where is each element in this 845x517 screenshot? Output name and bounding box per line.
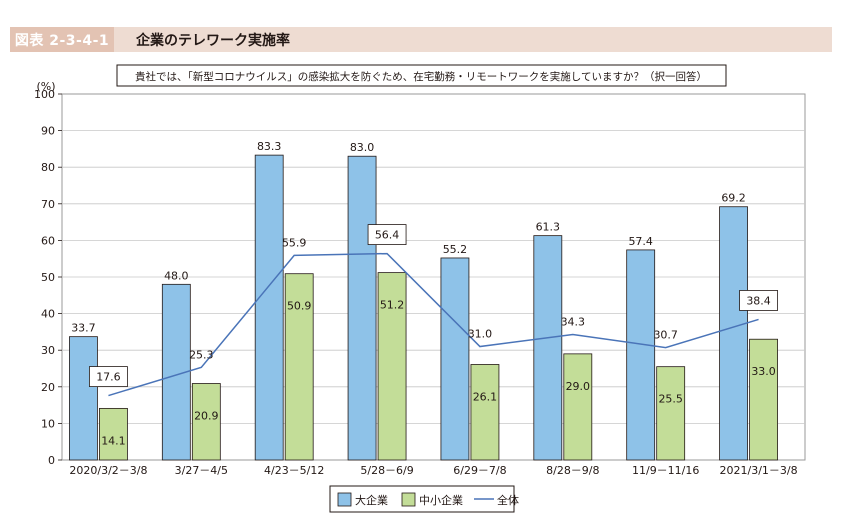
bar-large-enterprise xyxy=(254,154,284,461)
x-tick-label: 4/23－5/12 xyxy=(264,464,324,477)
bars: 33.7 14.1 48.0 20.9 83.3 50.9 83.0 51.2 55.2 26.1… xyxy=(69,140,778,461)
total-label: 31.0 xyxy=(468,328,493,341)
total-label-box xyxy=(739,290,778,311)
bar-sme xyxy=(284,273,314,461)
bar-large-enterprise xyxy=(440,257,470,461)
figure-id: 図表 2-3-4-1 xyxy=(10,27,114,52)
bar-sme xyxy=(377,272,407,461)
question-box xyxy=(116,64,727,87)
bar-label-sme: 50.9 xyxy=(287,300,312,313)
bar-label-large-enterprise: 61.3 xyxy=(536,221,561,234)
legend-swatch-large xyxy=(337,492,352,507)
x-tick-label: 2020/3/2－3/8 xyxy=(69,464,147,477)
bar-label-large-enterprise: 69.2 xyxy=(721,192,746,205)
total-label: 25.3 xyxy=(189,348,214,361)
y-tick-label: 30 xyxy=(41,344,55,357)
legend-label-total: 全体 xyxy=(497,493,519,507)
total-label: 30.7 xyxy=(653,329,678,342)
x-tick-label: 3/27－4/5 xyxy=(175,464,228,477)
bar-sme xyxy=(563,353,593,461)
y-tick-label: 50 xyxy=(41,271,55,284)
total-line xyxy=(108,252,759,397)
x-tick-label: 2021/3/1－3/8 xyxy=(720,464,798,477)
bar-label-large-enterprise: 33.7 xyxy=(71,322,96,335)
total-label: 17.6 xyxy=(96,371,121,384)
bar-sme xyxy=(749,338,778,461)
x-axis-ticks: 2020/3/2－3/8 3/27－4/5 4/23－5/12 5/28－6/9 6/2… xyxy=(69,464,797,477)
bar-large-enterprise xyxy=(69,336,98,461)
total-label: 55.9 xyxy=(282,236,307,249)
y-tick-label: 20 xyxy=(41,381,55,394)
y-tick-label: 0 xyxy=(48,454,55,467)
total-label-box xyxy=(367,224,407,245)
bar-large-enterprise xyxy=(533,235,563,461)
bar-sme xyxy=(99,407,128,461)
bar-label-large-enterprise: 55.2 xyxy=(443,243,468,256)
y-tick-label: 10 xyxy=(41,417,55,430)
total-label: 56.4 xyxy=(375,229,400,242)
figure-header: 図表 2-3-4-1 企業のテレワーク実施率 xyxy=(10,27,832,52)
x-tick-label: 8/28－9/8 xyxy=(546,464,599,477)
figure-title: 企業のテレワーク実施率 xyxy=(136,32,290,49)
line-series: 17.6 25.3 55.9 56.4 31.0 34.3 30.7 38.4 xyxy=(89,224,778,397)
y-tick-label: 100 xyxy=(34,88,55,101)
y-axis-label: (%) xyxy=(36,80,55,93)
bar-sme xyxy=(656,366,686,461)
total-label: 34.3 xyxy=(561,315,586,328)
bar-large-enterprise xyxy=(719,206,748,461)
legend-label-large: 大企業 xyxy=(355,493,388,507)
bar-label-sme: 14.1 xyxy=(101,434,126,447)
bar-label-sme: 29.0 xyxy=(566,380,591,393)
bar-label-sme: 20.9 xyxy=(194,410,219,423)
y-tick-label: 60 xyxy=(41,234,55,247)
y-tick-label: 70 xyxy=(41,198,55,211)
y-tick-label: 40 xyxy=(41,308,55,321)
y-axis-ticks: 0 10 20 30 40 50 60 70 80 90 100 xyxy=(34,88,62,467)
bar-label-large-enterprise: 48.0 xyxy=(164,269,189,282)
bar-large-enterprise xyxy=(626,249,656,461)
bar-label-sme: 25.5 xyxy=(658,393,683,406)
bar-label-sme: 51.2 xyxy=(380,299,405,312)
x-tick-label: 11/9－11/16 xyxy=(632,464,699,477)
bar-sme xyxy=(191,383,221,461)
y-tick-label: 90 xyxy=(41,125,55,138)
legend-swatch-small xyxy=(401,492,416,507)
bar-label-sme: 26.1 xyxy=(473,390,498,403)
bar-sme xyxy=(470,364,500,461)
bar-label-large-enterprise: 57.4 xyxy=(628,235,653,248)
y-tick-label: 80 xyxy=(41,161,55,174)
legend-label-small: 中小企業 xyxy=(419,493,463,507)
bar-label-large-enterprise: 83.0 xyxy=(350,141,375,154)
x-tick-label: 6/29－7/8 xyxy=(453,464,506,477)
question-text: 貴社では、「新型コロナウイルス」の感染拡大を防ぐため、在宅勤務・リモートワークを… xyxy=(135,70,707,83)
bar-label-sme: 33.0 xyxy=(751,365,776,378)
x-tick-label: 5/28－6/9 xyxy=(360,464,413,477)
bar-large-enterprise xyxy=(347,155,377,461)
bar-label-large-enterprise: 83.3 xyxy=(257,140,282,153)
total-label: 38.4 xyxy=(746,294,771,307)
total-label-box xyxy=(89,366,128,387)
legend: 大企業 中小企業 全体 xyxy=(329,485,519,513)
